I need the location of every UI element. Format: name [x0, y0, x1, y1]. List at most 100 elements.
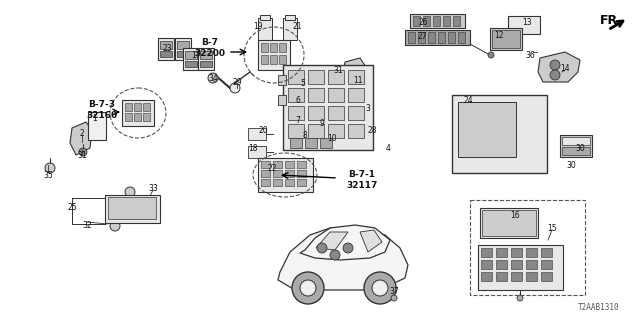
- Text: 35: 35: [43, 171, 53, 180]
- Circle shape: [488, 52, 494, 58]
- Bar: [348, 106, 364, 120]
- Circle shape: [517, 295, 523, 301]
- Text: 15: 15: [547, 223, 557, 233]
- Bar: [511, 248, 522, 257]
- Bar: [452, 95, 547, 173]
- Bar: [470, 200, 585, 295]
- Bar: [496, 272, 507, 281]
- Text: T2AAB1310: T2AAB1310: [579, 303, 620, 313]
- Text: 26: 26: [418, 18, 428, 27]
- Bar: [562, 137, 590, 145]
- Bar: [105, 195, 160, 223]
- Bar: [258, 40, 290, 70]
- Text: 11: 11: [353, 76, 363, 84]
- Bar: [418, 32, 425, 43]
- Bar: [125, 113, 132, 121]
- Bar: [481, 260, 492, 269]
- Bar: [348, 88, 364, 102]
- Circle shape: [495, 33, 501, 39]
- Text: 6: 6: [296, 95, 300, 105]
- Bar: [508, 16, 540, 34]
- Bar: [200, 61, 212, 67]
- Bar: [320, 138, 332, 148]
- Text: 20: 20: [258, 125, 268, 134]
- Polygon shape: [316, 232, 348, 250]
- Bar: [490, 28, 522, 50]
- Bar: [453, 16, 460, 26]
- Bar: [290, 138, 302, 148]
- Bar: [175, 38, 191, 60]
- Circle shape: [364, 272, 396, 304]
- Circle shape: [79, 148, 87, 156]
- Bar: [273, 179, 282, 186]
- Text: 28: 28: [367, 125, 377, 134]
- Bar: [480, 208, 538, 238]
- Bar: [261, 170, 270, 177]
- Bar: [433, 16, 440, 26]
- Text: 34: 34: [208, 74, 218, 83]
- Text: 2: 2: [79, 129, 84, 138]
- Circle shape: [505, 33, 511, 39]
- Bar: [408, 32, 415, 43]
- Text: 29: 29: [232, 77, 242, 86]
- Text: 13: 13: [522, 18, 532, 27]
- Text: 18: 18: [248, 143, 258, 153]
- Bar: [260, 15, 270, 20]
- Bar: [158, 38, 174, 60]
- Bar: [410, 14, 465, 28]
- Text: 5: 5: [301, 78, 305, 87]
- Bar: [481, 248, 492, 257]
- Bar: [541, 272, 552, 281]
- Bar: [328, 70, 344, 84]
- Bar: [405, 30, 470, 45]
- Text: 31: 31: [333, 66, 343, 75]
- Bar: [261, 161, 270, 168]
- Bar: [248, 128, 266, 140]
- Bar: [273, 161, 282, 168]
- Bar: [261, 55, 268, 64]
- Bar: [160, 51, 172, 57]
- Bar: [482, 210, 536, 236]
- Bar: [413, 16, 420, 26]
- Bar: [185, 51, 197, 59]
- Text: 19: 19: [253, 21, 263, 30]
- Circle shape: [317, 243, 327, 253]
- Bar: [122, 100, 154, 126]
- Bar: [308, 70, 324, 84]
- Bar: [288, 124, 304, 138]
- Text: B-7
32200: B-7 32200: [195, 38, 225, 58]
- Text: 37: 37: [389, 287, 399, 297]
- Bar: [270, 55, 277, 64]
- Bar: [160, 41, 172, 49]
- Bar: [328, 88, 344, 102]
- Bar: [308, 124, 324, 138]
- Polygon shape: [342, 58, 368, 95]
- Bar: [283, 65, 373, 150]
- Bar: [200, 51, 212, 59]
- Bar: [526, 260, 537, 269]
- Bar: [88, 112, 106, 140]
- Text: 32: 32: [82, 220, 92, 229]
- Circle shape: [550, 60, 560, 70]
- Bar: [278, 95, 286, 105]
- Text: 31: 31: [77, 150, 87, 159]
- Bar: [297, 179, 306, 186]
- Circle shape: [208, 73, 218, 83]
- Text: B-7-3
32160: B-7-3 32160: [86, 100, 118, 120]
- Bar: [328, 106, 344, 120]
- Text: 16: 16: [510, 211, 520, 220]
- Bar: [308, 88, 324, 102]
- Bar: [283, 18, 297, 40]
- Bar: [428, 32, 435, 43]
- Bar: [270, 43, 277, 52]
- Text: 36: 36: [525, 51, 535, 60]
- Text: 22: 22: [268, 164, 276, 172]
- Bar: [258, 18, 272, 40]
- Bar: [177, 51, 189, 57]
- Circle shape: [125, 187, 135, 197]
- Bar: [481, 272, 492, 281]
- Circle shape: [230, 83, 240, 93]
- Bar: [143, 103, 150, 111]
- Text: 12: 12: [494, 30, 504, 39]
- Circle shape: [292, 272, 324, 304]
